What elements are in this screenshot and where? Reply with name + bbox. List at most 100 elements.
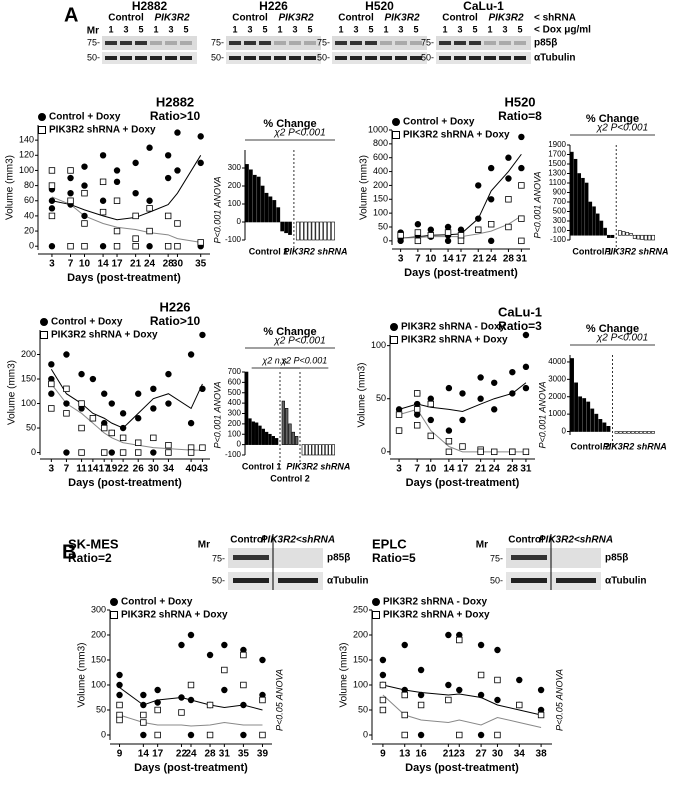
legend-label: PIK3R2 shRNA + Doxy — [383, 610, 490, 621]
y-tick-label: 100 — [353, 679, 368, 689]
bar — [594, 413, 599, 432]
blot-mw: 50- — [212, 575, 225, 585]
y-tick-label: 700 — [228, 367, 242, 376]
point — [379, 656, 387, 664]
point — [197, 159, 204, 167]
point — [221, 641, 228, 649]
legend-marker — [372, 611, 380, 619]
point — [221, 686, 228, 694]
blot-strip — [228, 548, 323, 568]
blot-band — [150, 56, 162, 60]
legend-marker — [40, 331, 48, 339]
blot-lane: 5 — [368, 24, 373, 34]
bar — [252, 174, 257, 223]
point — [537, 711, 545, 719]
point — [132, 212, 139, 220]
blot-band — [395, 41, 407, 45]
annotation: χ2 P<0.001 — [596, 123, 648, 134]
blot-lane: 3 — [292, 24, 297, 34]
y-tick-label: 50 — [96, 704, 106, 714]
blot-lane: 5 — [138, 24, 143, 34]
blot-band — [511, 578, 547, 583]
blot-mw: 75- — [490, 553, 503, 563]
bar — [598, 419, 603, 432]
point — [101, 449, 108, 456]
point — [477, 374, 484, 381]
y-tick-label: 150 — [91, 654, 106, 664]
x-tick-label: 24 — [486, 254, 498, 265]
blot-lane: 3 — [457, 24, 462, 34]
legend-marker — [40, 318, 48, 326]
point — [67, 197, 74, 204]
point — [240, 701, 247, 709]
point — [413, 400, 421, 408]
point — [48, 361, 55, 368]
y-axis-label: Volume (mm3) — [77, 642, 88, 707]
chart-title: H520 — [504, 94, 535, 109]
x-tick-label: 38 — [536, 749, 548, 760]
chart-subtitle: Ratio=3 — [498, 319, 542, 333]
blot-band — [335, 56, 347, 60]
x-tick-label: 30 — [492, 749, 504, 760]
blot-title: H226 — [259, 0, 288, 13]
blot-mr: Mr — [87, 26, 99, 37]
blot-lane: 5 — [262, 24, 267, 34]
bar — [651, 431, 655, 434]
blot-band — [289, 56, 301, 60]
y-tick-label: 1500 — [548, 159, 566, 168]
group-label: Control 1 — [249, 246, 289, 256]
blot-group: Control — [230, 535, 266, 546]
point — [116, 716, 123, 724]
point — [48, 405, 55, 412]
point — [81, 220, 88, 227]
y-tick-label: 120 — [19, 150, 34, 160]
point — [477, 641, 485, 649]
blot-band — [335, 41, 347, 45]
y-tick-label: 250 — [353, 604, 368, 614]
blot-strip — [506, 548, 601, 568]
point — [119, 410, 127, 417]
point — [401, 691, 408, 699]
x-tick-label: 40 — [186, 464, 198, 475]
point — [401, 641, 408, 649]
point — [78, 449, 85, 456]
bar — [570, 151, 574, 236]
y-tick-label: 400 — [373, 166, 388, 176]
point — [164, 152, 172, 159]
blot-band — [514, 56, 526, 60]
annotation: χ2 P<0.001 — [596, 333, 648, 344]
anova-annotation: P<0.001 ANOVA — [537, 382, 547, 449]
blot-band — [410, 56, 422, 60]
y-tick-label: 4000 — [548, 357, 566, 366]
x-tick-label: 17 — [111, 259, 123, 270]
point — [146, 243, 153, 250]
point — [132, 243, 139, 250]
chart-subtitle: Ratio=8 — [498, 109, 542, 123]
blot-label: < Dox μg/ml — [534, 25, 591, 36]
point — [67, 189, 74, 197]
point — [140, 731, 147, 739]
legend-marker — [38, 113, 46, 121]
y-tick-label: 1100 — [549, 178, 567, 187]
bar — [295, 436, 299, 445]
y-tick-label: 100 — [19, 165, 34, 175]
point — [197, 239, 204, 246]
bar — [249, 169, 253, 223]
blot-group: Control — [108, 13, 144, 24]
y-tick-label: 0 — [237, 217, 242, 226]
y-tick-label: 50 — [378, 221, 388, 231]
x-tick-label: 21 — [443, 749, 455, 760]
point — [413, 406, 421, 413]
bar — [328, 444, 332, 456]
point — [240, 731, 247, 739]
blot-band — [484, 56, 496, 60]
chart-title: CaLu-1 — [498, 304, 542, 319]
blot-band — [365, 41, 377, 45]
bar — [319, 221, 324, 241]
point — [379, 706, 387, 714]
blot-band — [180, 41, 192, 45]
blot-lane: 1 — [153, 24, 158, 34]
point — [119, 434, 127, 442]
point — [477, 691, 485, 699]
point — [221, 666, 228, 674]
